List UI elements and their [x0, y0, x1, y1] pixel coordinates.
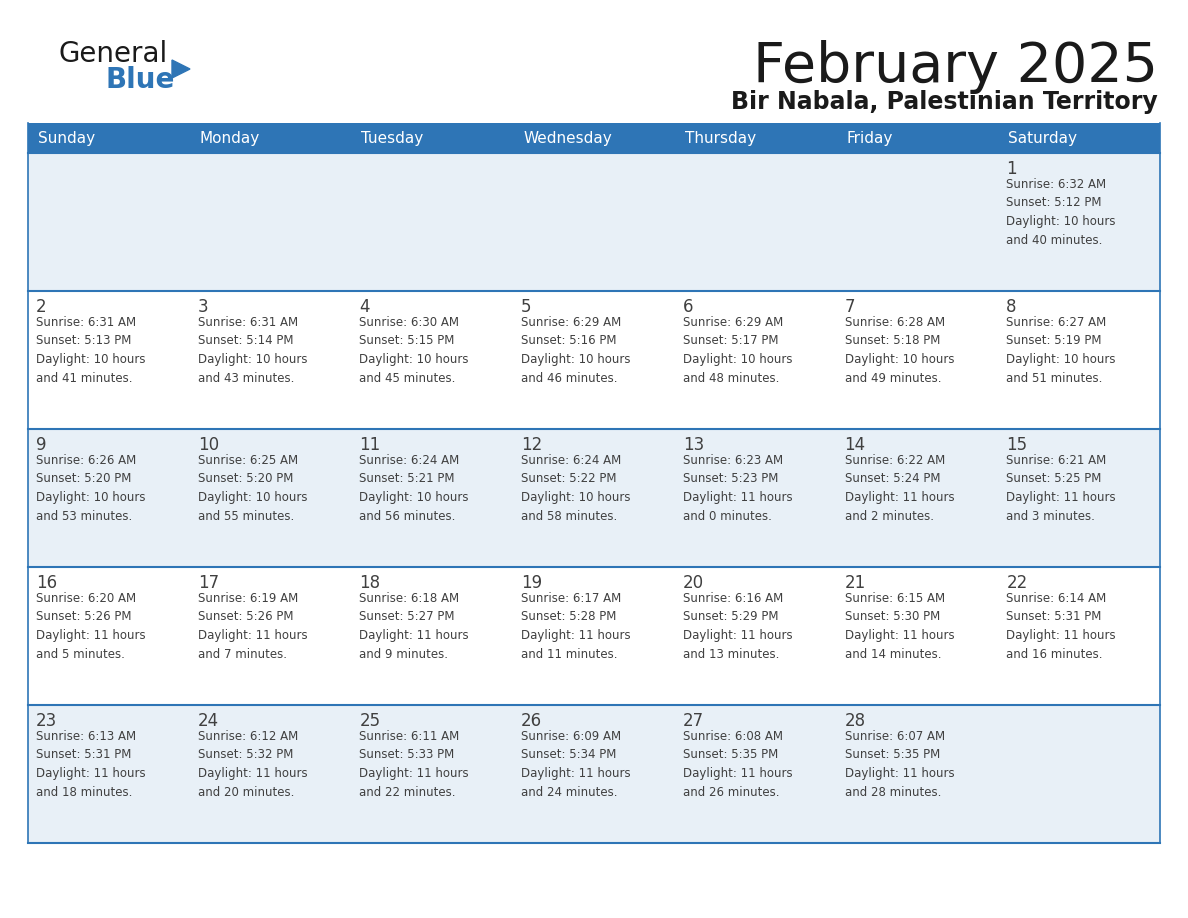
Text: Sunrise: 6:21 AM
Sunset: 5:25 PM
Daylight: 11 hours
and 3 minutes.: Sunrise: 6:21 AM Sunset: 5:25 PM Dayligh… [1006, 454, 1116, 522]
Text: Sunrise: 6:24 AM
Sunset: 5:21 PM
Daylight: 10 hours
and 56 minutes.: Sunrise: 6:24 AM Sunset: 5:21 PM Dayligh… [360, 454, 469, 522]
Polygon shape [172, 60, 190, 78]
Text: Tuesday: Tuesday [361, 130, 424, 145]
Text: 24: 24 [197, 712, 219, 730]
Text: 7: 7 [845, 298, 855, 316]
Text: 16: 16 [36, 574, 57, 592]
FancyBboxPatch shape [29, 123, 1159, 153]
Text: Sunrise: 6:29 AM
Sunset: 5:17 PM
Daylight: 10 hours
and 48 minutes.: Sunrise: 6:29 AM Sunset: 5:17 PM Dayligh… [683, 316, 792, 385]
Text: Sunrise: 6:31 AM
Sunset: 5:14 PM
Daylight: 10 hours
and 43 minutes.: Sunrise: 6:31 AM Sunset: 5:14 PM Dayligh… [197, 316, 308, 385]
Text: 12: 12 [522, 436, 543, 454]
Text: Sunrise: 6:18 AM
Sunset: 5:27 PM
Daylight: 11 hours
and 9 minutes.: Sunrise: 6:18 AM Sunset: 5:27 PM Dayligh… [360, 592, 469, 660]
Text: General: General [58, 40, 168, 68]
Text: 27: 27 [683, 712, 704, 730]
Text: 28: 28 [845, 712, 866, 730]
FancyBboxPatch shape [29, 429, 1159, 567]
FancyBboxPatch shape [29, 567, 1159, 705]
Text: Sunrise: 6:07 AM
Sunset: 5:35 PM
Daylight: 11 hours
and 28 minutes.: Sunrise: 6:07 AM Sunset: 5:35 PM Dayligh… [845, 730, 954, 799]
Text: 9: 9 [36, 436, 46, 454]
Text: Sunrise: 6:13 AM
Sunset: 5:31 PM
Daylight: 11 hours
and 18 minutes.: Sunrise: 6:13 AM Sunset: 5:31 PM Dayligh… [36, 730, 146, 799]
Text: Sunrise: 6:24 AM
Sunset: 5:22 PM
Daylight: 10 hours
and 58 minutes.: Sunrise: 6:24 AM Sunset: 5:22 PM Dayligh… [522, 454, 631, 522]
Text: 21: 21 [845, 574, 866, 592]
Text: 5: 5 [522, 298, 532, 316]
Text: 2: 2 [36, 298, 46, 316]
Text: Sunrise: 6:20 AM
Sunset: 5:26 PM
Daylight: 11 hours
and 5 minutes.: Sunrise: 6:20 AM Sunset: 5:26 PM Dayligh… [36, 592, 146, 660]
FancyBboxPatch shape [29, 153, 1159, 291]
Text: Bir Nabala, Palestinian Territory: Bir Nabala, Palestinian Territory [732, 90, 1158, 114]
FancyBboxPatch shape [29, 705, 1159, 843]
Text: Sunrise: 6:14 AM
Sunset: 5:31 PM
Daylight: 11 hours
and 16 minutes.: Sunrise: 6:14 AM Sunset: 5:31 PM Dayligh… [1006, 592, 1116, 660]
Text: 26: 26 [522, 712, 542, 730]
Text: 20: 20 [683, 574, 704, 592]
Text: 15: 15 [1006, 436, 1028, 454]
Text: Sunrise: 6:29 AM
Sunset: 5:16 PM
Daylight: 10 hours
and 46 minutes.: Sunrise: 6:29 AM Sunset: 5:16 PM Dayligh… [522, 316, 631, 385]
Text: Sunrise: 6:11 AM
Sunset: 5:33 PM
Daylight: 11 hours
and 22 minutes.: Sunrise: 6:11 AM Sunset: 5:33 PM Dayligh… [360, 730, 469, 799]
Text: Sunrise: 6:16 AM
Sunset: 5:29 PM
Daylight: 11 hours
and 13 minutes.: Sunrise: 6:16 AM Sunset: 5:29 PM Dayligh… [683, 592, 792, 660]
Text: Friday: Friday [847, 130, 893, 145]
Text: Saturday: Saturday [1009, 130, 1078, 145]
Text: 25: 25 [360, 712, 380, 730]
Text: 17: 17 [197, 574, 219, 592]
Text: Blue: Blue [105, 66, 175, 94]
Text: Sunrise: 6:25 AM
Sunset: 5:20 PM
Daylight: 10 hours
and 55 minutes.: Sunrise: 6:25 AM Sunset: 5:20 PM Dayligh… [197, 454, 308, 522]
Text: Sunrise: 6:12 AM
Sunset: 5:32 PM
Daylight: 11 hours
and 20 minutes.: Sunrise: 6:12 AM Sunset: 5:32 PM Dayligh… [197, 730, 308, 799]
Text: 18: 18 [360, 574, 380, 592]
Text: 1: 1 [1006, 160, 1017, 178]
Text: 23: 23 [36, 712, 57, 730]
Text: 6: 6 [683, 298, 694, 316]
Text: Monday: Monday [200, 130, 260, 145]
FancyBboxPatch shape [29, 291, 1159, 429]
Text: 22: 22 [1006, 574, 1028, 592]
Text: Sunrise: 6:17 AM
Sunset: 5:28 PM
Daylight: 11 hours
and 11 minutes.: Sunrise: 6:17 AM Sunset: 5:28 PM Dayligh… [522, 592, 631, 660]
Text: 19: 19 [522, 574, 542, 592]
Text: Sunrise: 6:28 AM
Sunset: 5:18 PM
Daylight: 10 hours
and 49 minutes.: Sunrise: 6:28 AM Sunset: 5:18 PM Dayligh… [845, 316, 954, 385]
Text: 4: 4 [360, 298, 369, 316]
Text: Sunrise: 6:15 AM
Sunset: 5:30 PM
Daylight: 11 hours
and 14 minutes.: Sunrise: 6:15 AM Sunset: 5:30 PM Dayligh… [845, 592, 954, 660]
Text: Sunrise: 6:32 AM
Sunset: 5:12 PM
Daylight: 10 hours
and 40 minutes.: Sunrise: 6:32 AM Sunset: 5:12 PM Dayligh… [1006, 178, 1116, 247]
Text: Sunrise: 6:27 AM
Sunset: 5:19 PM
Daylight: 10 hours
and 51 minutes.: Sunrise: 6:27 AM Sunset: 5:19 PM Dayligh… [1006, 316, 1116, 385]
Text: Sunrise: 6:22 AM
Sunset: 5:24 PM
Daylight: 11 hours
and 2 minutes.: Sunrise: 6:22 AM Sunset: 5:24 PM Dayligh… [845, 454, 954, 522]
Text: Sunrise: 6:09 AM
Sunset: 5:34 PM
Daylight: 11 hours
and 24 minutes.: Sunrise: 6:09 AM Sunset: 5:34 PM Dayligh… [522, 730, 631, 799]
Text: Wednesday: Wednesday [523, 130, 612, 145]
Text: Sunrise: 6:31 AM
Sunset: 5:13 PM
Daylight: 10 hours
and 41 minutes.: Sunrise: 6:31 AM Sunset: 5:13 PM Dayligh… [36, 316, 145, 385]
Text: 13: 13 [683, 436, 704, 454]
Text: Sunrise: 6:23 AM
Sunset: 5:23 PM
Daylight: 11 hours
and 0 minutes.: Sunrise: 6:23 AM Sunset: 5:23 PM Dayligh… [683, 454, 792, 522]
Text: Sunrise: 6:26 AM
Sunset: 5:20 PM
Daylight: 10 hours
and 53 minutes.: Sunrise: 6:26 AM Sunset: 5:20 PM Dayligh… [36, 454, 145, 522]
Text: Thursday: Thursday [684, 130, 756, 145]
Text: 10: 10 [197, 436, 219, 454]
Text: 14: 14 [845, 436, 866, 454]
Text: Sunrise: 6:08 AM
Sunset: 5:35 PM
Daylight: 11 hours
and 26 minutes.: Sunrise: 6:08 AM Sunset: 5:35 PM Dayligh… [683, 730, 792, 799]
Text: Sunday: Sunday [38, 130, 95, 145]
Text: 11: 11 [360, 436, 380, 454]
Text: Sunrise: 6:30 AM
Sunset: 5:15 PM
Daylight: 10 hours
and 45 minutes.: Sunrise: 6:30 AM Sunset: 5:15 PM Dayligh… [360, 316, 469, 385]
Text: February 2025: February 2025 [753, 40, 1158, 94]
Text: 8: 8 [1006, 298, 1017, 316]
Text: Sunrise: 6:19 AM
Sunset: 5:26 PM
Daylight: 11 hours
and 7 minutes.: Sunrise: 6:19 AM Sunset: 5:26 PM Dayligh… [197, 592, 308, 660]
Text: 3: 3 [197, 298, 208, 316]
